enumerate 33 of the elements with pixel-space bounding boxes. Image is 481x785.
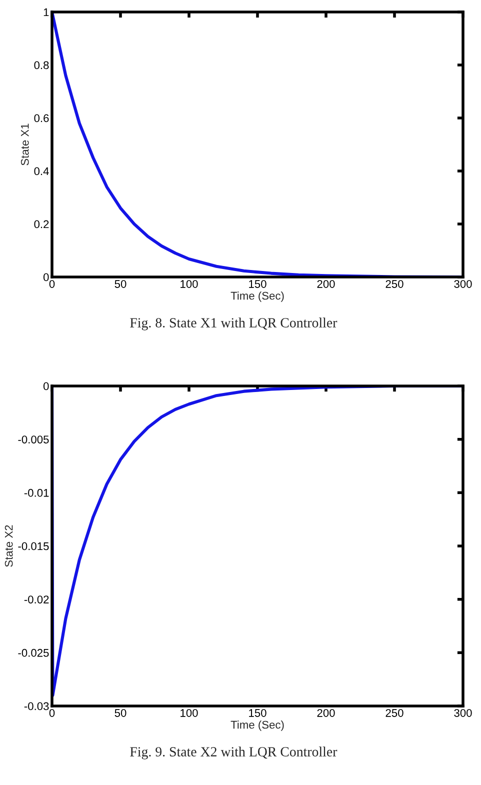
- caption: Fig. 9. State X2 with LQR Controller: [130, 746, 338, 760]
- x-axis-title: Time (Sec): [230, 292, 284, 302]
- y-tick-label: 0.8: [34, 61, 49, 70]
- y-tick-label: 0.4: [34, 167, 49, 176]
- caption: Fig. 8. State X1 with LQR Controller: [130, 318, 338, 330]
- y-tick-label: 0: [43, 382, 49, 390]
- x-tick-label: 100: [180, 280, 198, 288]
- x-tick-label: 200: [317, 709, 335, 717]
- y-tick-label: 0.6: [34, 114, 49, 122]
- x-tick-label: 150: [249, 280, 266, 288]
- y-tick-label: -0.025: [18, 648, 49, 657]
- y-tick-label: 1: [44, 8, 49, 16]
- y-tick-label: -0.01: [24, 488, 49, 497]
- y-tick-label: -0.015: [18, 542, 49, 550]
- x-tick-label: 0: [49, 709, 55, 717]
- x-tick-label: 100: [180, 709, 198, 717]
- x-tick-label: 300: [454, 709, 472, 717]
- y-axis-title: State X1: [20, 124, 29, 166]
- x-tick-label: 50: [114, 280, 126, 288]
- x-tick-label: 150: [249, 709, 266, 717]
- x-tick-label: 0: [49, 280, 55, 288]
- x-tick-label: 300: [454, 280, 472, 288]
- x-tick-label: 50: [114, 709, 126, 717]
- y-tick-label: -0.02: [24, 596, 49, 604]
- y-axis-title: State X2: [4, 525, 13, 567]
- x-tick-label: 200: [317, 280, 335, 288]
- y-tick-label: -0.005: [18, 436, 49, 444]
- x-tick-label: 250: [386, 709, 404, 717]
- x-axis-title: Time (Sec): [230, 720, 284, 731]
- x-tick-label: 250: [386, 280, 404, 288]
- y-tick-label: 0.2: [34, 220, 49, 228]
- y-tick-label: -0.03: [24, 702, 49, 710]
- y-tick-label: 0: [43, 273, 49, 282]
